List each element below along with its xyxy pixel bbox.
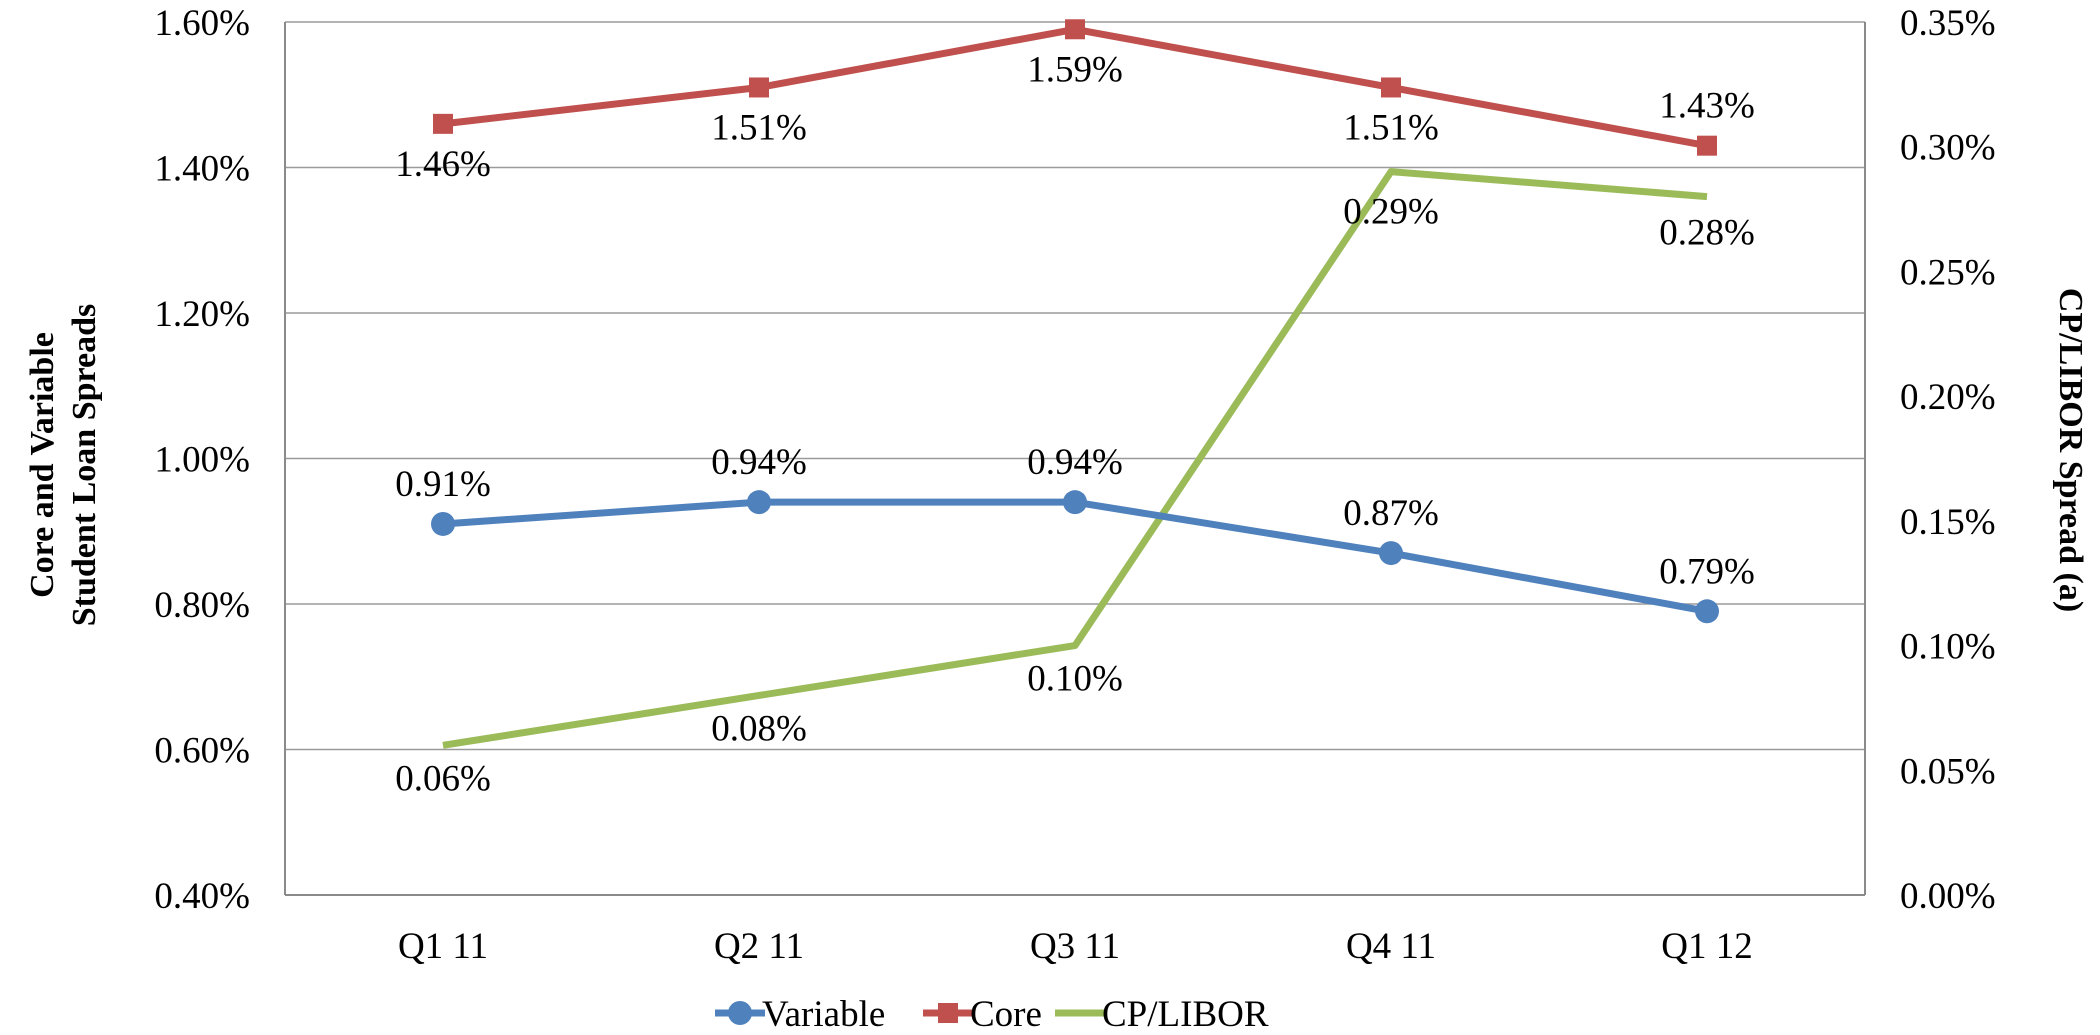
left-tick-label: 0.80% xyxy=(154,585,250,626)
x-tick-label: Q1 12 xyxy=(1661,926,1752,967)
left-axis-title-line2: Student Loan Spreads xyxy=(66,304,103,627)
variable-point xyxy=(1379,541,1403,566)
left-tick-label: 1.20% xyxy=(154,294,250,335)
core-point xyxy=(433,113,453,134)
left-tick-label: 1.60% xyxy=(154,3,250,44)
series-lines xyxy=(431,19,1719,749)
variable-data-label: 0.91% xyxy=(395,464,491,505)
core-data-label: 1.43% xyxy=(1659,86,1755,127)
variable-data-label: 0.79% xyxy=(1659,551,1755,592)
cp-libor-data-label: 0.06% xyxy=(395,758,491,799)
variable-data-label: 0.94% xyxy=(711,442,807,483)
variable-point xyxy=(431,511,455,536)
right-tick-label: 0.05% xyxy=(1900,751,1996,792)
core-data-label: 1.51% xyxy=(1343,107,1439,148)
core-data-label: 1.51% xyxy=(711,107,807,148)
core-point xyxy=(1065,19,1085,40)
right-tick-label: 0.30% xyxy=(1900,128,1996,169)
right-tick-label: 0.10% xyxy=(1900,627,1996,668)
cp-libor-data-label: 0.10% xyxy=(1027,659,1123,700)
legend: Variable Core CP/LIBOR xyxy=(715,994,1269,1035)
x-tick-label: Q3 11 xyxy=(1030,926,1120,967)
cp-libor-data-label: 0.28% xyxy=(1659,213,1755,254)
core-point xyxy=(1697,135,1717,156)
legend-cp-libor-label: CP/LIBOR xyxy=(1102,994,1269,1035)
left-tick-label: 0.60% xyxy=(154,731,250,772)
left-axis-title-line1: Core and Variable xyxy=(24,332,61,598)
left-axis-ticks: 0.40% 0.60% 0.80% 1.00% 1.20% 1.40% 1.60% xyxy=(154,3,250,917)
variable-data-label: 0.94% xyxy=(1027,442,1123,483)
x-tick-label: Q2 11 xyxy=(714,926,804,967)
legend-variable-marker xyxy=(728,1001,752,1025)
right-axis-title: CP/LIBOR Spread (a) xyxy=(2052,288,2089,612)
right-tick-label: 0.15% xyxy=(1900,502,1996,543)
right-tick-label: 0.35% xyxy=(1900,3,1996,44)
left-tick-label: 0.40% xyxy=(154,876,250,917)
data-labels: 0.06% 0.08% 0.10% 0.29% 0.28% 0.91% 0.94% 0.94%… xyxy=(395,49,1755,799)
cp-libor-data-label: 0.29% xyxy=(1343,192,1439,233)
right-axis-ticks: 0.00% 0.05% 0.10% 0.15% 0.20% 0.25% 0.30% 0.35% xyxy=(1900,3,1996,917)
right-tick-label: 0.20% xyxy=(1900,377,1996,418)
core-data-label: 1.59% xyxy=(1027,49,1123,90)
core-point xyxy=(1381,77,1401,98)
variable-point xyxy=(1063,490,1087,515)
variable-point xyxy=(747,490,771,515)
core-point xyxy=(749,77,769,98)
legend-core-label: Core xyxy=(970,994,1042,1035)
legend-variable-label: Variable xyxy=(762,994,885,1035)
left-tick-label: 1.00% xyxy=(154,440,250,481)
x-tick-label: Q4 11 xyxy=(1346,926,1436,967)
x-axis-ticks: Q1 11 Q2 11 Q3 11 Q4 11 Q1 12 xyxy=(398,926,1753,967)
axes xyxy=(284,22,1866,896)
left-tick-label: 1.40% xyxy=(154,149,250,190)
cp-libor-data-label: 0.08% xyxy=(711,708,807,749)
right-tick-label: 0.00% xyxy=(1900,876,1996,917)
core-data-label: 1.46% xyxy=(395,144,491,185)
legend-core-marker xyxy=(938,1003,958,1023)
right-tick-label: 0.25% xyxy=(1900,252,1996,293)
variable-data-label: 0.87% xyxy=(1343,493,1439,534)
variable-line xyxy=(442,498,1708,615)
variable-point xyxy=(1695,599,1719,624)
cp-libor-line xyxy=(442,168,1708,749)
x-tick-label: Q1 11 xyxy=(398,926,488,967)
